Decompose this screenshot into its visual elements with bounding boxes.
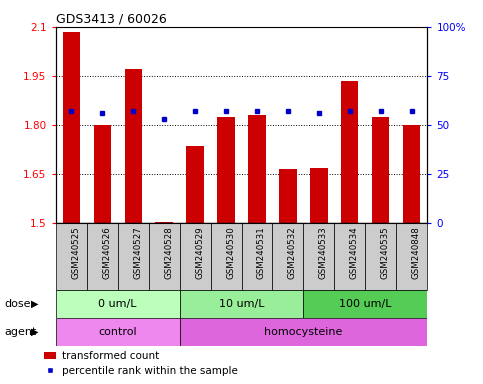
Text: GSM240532: GSM240532 <box>288 227 297 279</box>
Bar <box>180 318 427 346</box>
Text: GDS3413 / 60026: GDS3413 / 60026 <box>56 13 166 26</box>
Text: GSM240848: GSM240848 <box>412 227 421 279</box>
Legend: transformed count, percentile rank within the sample: transformed count, percentile rank withi… <box>44 351 238 376</box>
Bar <box>397 223 427 290</box>
Text: dose: dose <box>5 299 31 309</box>
Text: GSM240533: GSM240533 <box>319 227 328 279</box>
Bar <box>280 169 297 223</box>
Bar <box>334 223 366 290</box>
Text: homocysteine: homocysteine <box>264 327 342 337</box>
Bar <box>248 115 266 223</box>
Bar <box>156 222 172 223</box>
Text: agent: agent <box>5 327 37 337</box>
Text: GSM240531: GSM240531 <box>257 227 266 279</box>
Text: GSM240528: GSM240528 <box>164 227 173 279</box>
Bar <box>372 117 389 223</box>
Text: GSM240530: GSM240530 <box>226 227 235 279</box>
Text: GSM240525: GSM240525 <box>71 227 80 279</box>
Text: GSM240527: GSM240527 <box>133 227 142 279</box>
Text: GSM240534: GSM240534 <box>350 227 359 279</box>
Bar <box>217 117 235 223</box>
Bar <box>272 223 303 290</box>
Text: control: control <box>98 327 137 337</box>
Text: ▶: ▶ <box>31 299 39 309</box>
Bar <box>242 223 272 290</box>
Bar <box>125 70 142 223</box>
Bar <box>211 223 242 290</box>
Bar <box>56 318 180 346</box>
Bar <box>56 223 86 290</box>
Bar <box>311 167 327 223</box>
Bar <box>366 223 397 290</box>
Bar <box>94 125 111 223</box>
Text: GSM240526: GSM240526 <box>102 227 111 279</box>
Text: 100 um/L: 100 um/L <box>339 299 392 309</box>
Bar <box>180 223 211 290</box>
Bar <box>117 223 149 290</box>
Bar <box>303 223 334 290</box>
Bar <box>62 32 80 223</box>
Text: 0 um/L: 0 um/L <box>98 299 137 309</box>
Bar <box>303 290 427 318</box>
Text: 10 um/L: 10 um/L <box>219 299 264 309</box>
Text: ▶: ▶ <box>31 327 39 337</box>
Bar <box>149 223 180 290</box>
Bar <box>56 290 180 318</box>
Bar <box>86 223 117 290</box>
Bar <box>180 290 303 318</box>
Bar <box>403 125 421 223</box>
Bar <box>341 81 358 223</box>
Bar <box>186 146 203 223</box>
Text: GSM240535: GSM240535 <box>381 227 390 279</box>
Text: GSM240529: GSM240529 <box>195 227 204 279</box>
